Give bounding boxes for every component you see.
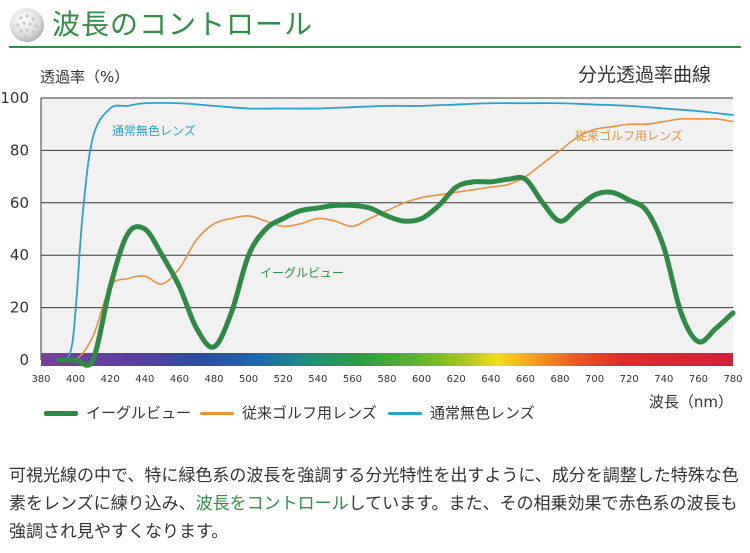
series-line-0 [55,174,736,368]
legend-label: 従来ゴルフ用レンズ [242,404,377,422]
x-tick-label: 740 [654,374,673,385]
title-underline [9,46,741,48]
series-label: 通常無色レンズ [112,123,196,138]
plot-area [41,98,733,356]
legend-label: イーグルビュー [86,404,192,422]
x-tick-label: 460 [170,374,189,385]
x-tick-label: 480 [204,374,223,385]
description-highlight: 波長をコントロール [195,494,349,514]
x-tick-label: 720 [620,374,639,385]
y-tick-label: 0 [19,351,29,369]
description-text: 可視光線の中で、特に緑色系の波長を強調する分光特性を出すように、成分を調整した特… [9,462,744,546]
y-tick-label: 20 [10,299,29,317]
grid-lines [40,97,733,360]
x-tick-label: 400 [66,374,85,385]
x-tick-label: 380 [31,374,50,385]
golf-ball-icon [10,8,44,42]
page-header: 波長のコントロール [0,0,750,48]
legend-swatch [200,412,234,415]
legend-item-golf-lens: 従来ゴルフ用レンズ [200,402,377,423]
x-tick-label: 780 [723,374,742,385]
series-lines [55,102,736,368]
x-tick-label: 580 [377,374,396,385]
x-tick-label: 760 [689,374,708,385]
x-tick-label: 640 [481,374,500,385]
series-label: 従来ゴルフ用レンズ [575,128,683,143]
x-tick-label: 420 [101,374,120,385]
y-tick-label: 80 [10,141,29,159]
x-tick-label: 500 [239,374,258,385]
x-tick-label: 520 [274,374,293,385]
y-tick-labels: 0 20 40 60 80 100 [0,89,29,369]
description-part1: 可視光線の中で、特に緑色系の波長を強調する分光特性を出すように、成分を調整した特… [9,466,739,514]
description-part2: しています。また、その相乗効果で赤色系の波長も強調され見やすくなります。 [9,494,738,542]
x-tick-label: 680 [550,374,569,385]
y-tick-label: 100 [0,89,29,107]
legend-swatch [388,412,422,415]
series-line-2 [57,102,734,362]
series-line-1 [57,117,734,363]
x-tick-label: 600 [412,374,431,385]
spectral-transmittance-chart: 0 20 40 60 80 100 380 400 420 440 460 480 500 520 540… [0,89,742,410]
x-tick-label: 560 [343,374,362,385]
visible-spectrum-bar [41,353,733,366]
x-tick-label: 660 [516,374,535,385]
y-axis-label: 透過率（%） [40,68,130,86]
x-tick-label: 540 [308,374,327,385]
x-tick-label: 700 [585,374,604,385]
x-axis-label: 波長（nm） [649,393,733,410]
y-tick-label: 60 [10,194,29,212]
legend-item-clear-lens: 通常無色レンズ [388,402,535,423]
series-label: イーグルビュー [260,266,344,280]
x-tick-label: 440 [135,374,154,385]
page-title: 波長のコントロール [52,8,314,41]
x-tick-labels: 380 400 420 440 460 480 500 520 540 560 580 600 620 6… [31,374,742,385]
chart-title: 分光透過率曲線 [578,64,712,86]
legend-label: 通常無色レンズ [430,404,535,422]
y-tick-label: 40 [10,246,29,264]
x-tick-label: 620 [447,374,466,385]
legend-swatch [44,411,78,416]
legend-item-eagleview: イーグルビュー [44,402,191,423]
